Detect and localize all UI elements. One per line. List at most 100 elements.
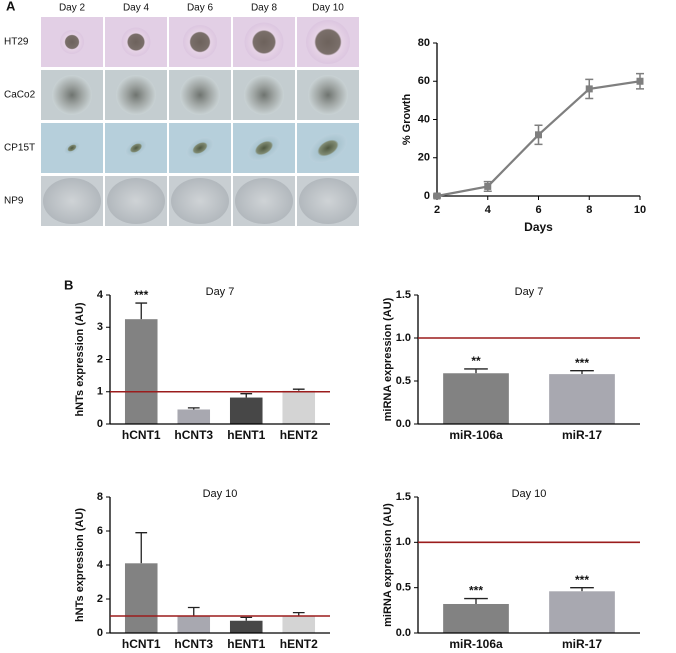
error-bar xyxy=(187,407,200,410)
y-tick-label: 1.5 xyxy=(396,289,411,301)
y-axis-title: miRNA expression (AU) xyxy=(382,297,394,421)
micrograph-content xyxy=(244,75,284,115)
row-label: CP15T xyxy=(4,143,35,154)
significance-label: *** xyxy=(575,573,589,587)
micrograph-content xyxy=(60,30,84,54)
significance-label: *** xyxy=(575,356,589,370)
x-axis-title: Days xyxy=(524,220,553,234)
x-tick-label: hCNT3 xyxy=(174,637,213,651)
x-tick-label: miR-17 xyxy=(562,428,602,442)
x-tick-label: hENT1 xyxy=(227,428,265,442)
micrograph-content xyxy=(244,22,284,62)
row-label: HT29 xyxy=(4,37,29,48)
column-label: Day 2 xyxy=(59,3,86,14)
x-tick-label: miR-17 xyxy=(562,637,602,651)
error-bar xyxy=(240,616,253,621)
y-tick-label: 0.5 xyxy=(396,375,411,387)
y-tick-label: 1.0 xyxy=(396,332,411,344)
column-label: Day 6 xyxy=(187,3,214,14)
chart-title: Day 7 xyxy=(515,286,544,298)
error-bar xyxy=(187,606,200,616)
micrograph-content xyxy=(235,178,293,224)
y-tick-label: 2 xyxy=(97,353,103,365)
micrograph-content xyxy=(116,75,156,115)
bar xyxy=(124,563,158,633)
bar xyxy=(549,591,615,633)
y-tick-label: 60 xyxy=(418,75,430,87)
x-tick-label: 6 xyxy=(535,204,541,216)
micrograph-content xyxy=(247,135,281,161)
marker xyxy=(433,192,441,200)
micrograph-content xyxy=(306,20,350,64)
y-tick-label: 1.5 xyxy=(396,491,411,503)
y-tick-label: 2 xyxy=(97,593,103,605)
y-tick-label: 20 xyxy=(418,152,430,164)
y-tick-label: 6 xyxy=(97,525,103,537)
y-tick-label: 0 xyxy=(97,627,103,639)
column-label: Day 10 xyxy=(312,3,344,14)
bar xyxy=(443,603,509,633)
y-tick-label: 1.0 xyxy=(396,536,411,548)
y-axis-title: hNTs expression (AU) xyxy=(74,508,86,622)
significance-label: *** xyxy=(134,288,148,302)
micrograph-content xyxy=(52,75,92,115)
row-label: NP9 xyxy=(4,196,24,207)
micrograph-content xyxy=(308,132,348,164)
error-bar xyxy=(464,597,488,604)
y-tick-label: 0.5 xyxy=(396,582,411,594)
error-bar xyxy=(464,368,488,374)
x-tick-label: hENT2 xyxy=(280,428,318,442)
y-tick-label: 3 xyxy=(97,321,103,333)
y-tick-label: 0.0 xyxy=(396,627,411,639)
y-axis-title: miRNA expression (AU) xyxy=(382,503,394,627)
bar xyxy=(124,319,158,424)
x-tick-label: hCNT1 xyxy=(122,428,161,442)
chart-title: Day 7 xyxy=(206,286,235,298)
error-bar xyxy=(135,302,148,320)
significance-label: ** xyxy=(471,354,481,368)
x-tick-label: 8 xyxy=(586,204,592,216)
x-tick-label: 10 xyxy=(634,204,646,216)
x-tick-label: hENT2 xyxy=(280,637,318,651)
y-tick-label: 4 xyxy=(97,289,104,301)
marker xyxy=(636,77,644,85)
column-label: Day 8 xyxy=(251,3,278,14)
bar xyxy=(229,620,263,633)
column-label: Day 4 xyxy=(123,3,150,14)
micrograph-content xyxy=(107,178,165,224)
micrograph-content xyxy=(299,178,357,224)
panel-label: B xyxy=(64,277,73,292)
x-tick-label: 4 xyxy=(485,204,492,216)
micrograph-content xyxy=(308,75,348,115)
bar xyxy=(177,409,211,424)
significance-label: *** xyxy=(469,584,483,598)
micrograph-content xyxy=(43,178,101,224)
y-axis-title: hNTs expression (AU) xyxy=(74,302,86,416)
marker xyxy=(484,182,492,190)
y-tick-label: 80 xyxy=(418,37,430,49)
error-bar xyxy=(292,388,305,391)
x-tick-label: miR-106a xyxy=(449,637,503,651)
y-tick-label: 0 xyxy=(97,418,103,430)
micrograph-content xyxy=(171,178,229,224)
panel-label: A xyxy=(6,0,16,13)
micrograph-content xyxy=(63,141,81,155)
micrograph-content xyxy=(125,139,147,157)
marker xyxy=(585,85,593,93)
bar xyxy=(549,374,615,424)
y-tick-label: 8 xyxy=(97,491,103,503)
chart-title: Day 10 xyxy=(203,488,238,500)
x-tick-label: hCNT1 xyxy=(122,637,161,651)
y-axis-title: % Growth xyxy=(401,94,413,146)
micrograph-content xyxy=(186,137,214,159)
y-tick-label: 4 xyxy=(97,559,104,571)
micrograph-content xyxy=(180,75,220,115)
marker xyxy=(535,131,542,139)
x-tick-label: hCNT3 xyxy=(174,428,213,442)
bar xyxy=(443,373,509,424)
bar xyxy=(229,397,263,424)
error-bar xyxy=(570,587,594,592)
micrograph-content xyxy=(121,27,151,57)
